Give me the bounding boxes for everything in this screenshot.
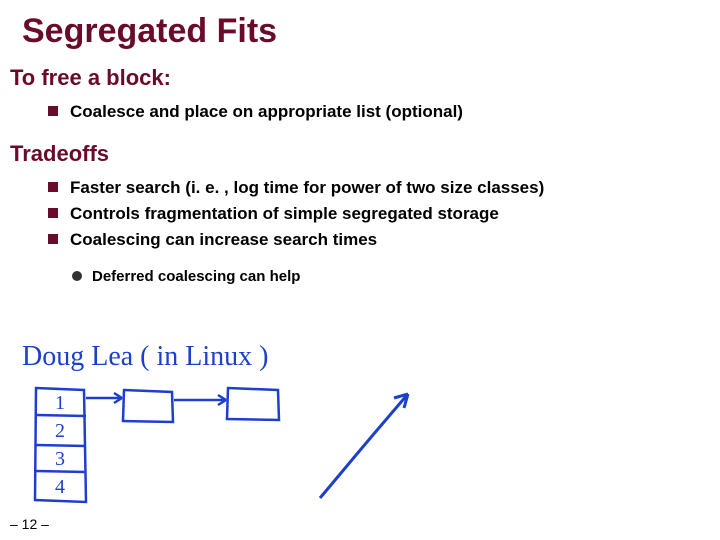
svg-text:3: 3 <box>55 448 65 470</box>
handwritten-table <box>35 388 86 502</box>
svg-text:1: 1 <box>55 392 65 414</box>
bullet-item: Coalesce and place on appropriate list (… <box>48 99 720 125</box>
bullet-item: Controls fragmentation of simple segrega… <box>48 201 720 227</box>
slide-title: Segregated Fits <box>0 0 720 59</box>
handwritten-arrows <box>86 393 226 405</box>
svg-text:4: 4 <box>55 476 65 498</box>
svg-text:2: 2 <box>55 420 65 442</box>
handwritten-boxes <box>123 388 279 422</box>
handwritten-text: Doug Lea ( in Linux ) <box>22 341 269 372</box>
bullet-item: Coalescing can increase search times <box>48 227 720 253</box>
bullet-list-tradeoffs: Faster search (i. e. , log time for powe… <box>0 171 720 263</box>
section-heading-tradeoffs: Tradeoffs <box>0 135 720 171</box>
sub-bullet-list: Deferred coalescing can help <box>0 263 720 289</box>
sub-bullet-item: Deferred coalescing can help <box>72 265 720 289</box>
handwritten-curve-arrow <box>320 394 408 498</box>
handwritten-table-numbers: 1 2 3 4 <box>55 392 65 498</box>
bullet-list-free: Coalesce and place on appropriate list (… <box>0 95 720 135</box>
page-number: – 12 – <box>10 516 49 532</box>
section-heading-free: To free a block: <box>0 59 720 95</box>
bullet-item: Faster search (i. e. , log time for powe… <box>48 175 720 201</box>
